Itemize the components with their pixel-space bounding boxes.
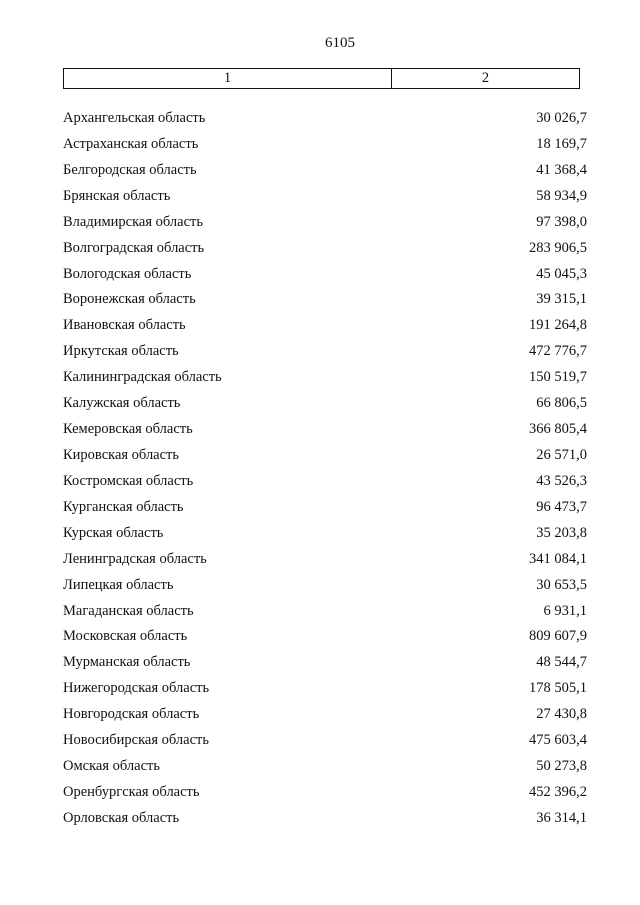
region-value: 191 264,8 — [529, 317, 587, 334]
region-name: Курская область — [63, 524, 164, 541]
table-row: Калужская область 66 806,5 — [63, 393, 587, 419]
table-row: Новосибирская область 475 603,4 — [63, 730, 587, 756]
region-name: Орловская область — [63, 809, 180, 826]
table-row: Новгородская область 27 430,8 — [63, 704, 587, 730]
region-name: Кировская область — [63, 446, 180, 463]
region-value: 35 203,8 — [536, 524, 587, 541]
region-name: Белгородская область — [63, 161, 197, 178]
region-value: 178 505,1 — [529, 680, 587, 697]
column-header-1: 1 — [64, 69, 392, 88]
region-value: 341 084,1 — [529, 550, 587, 567]
table-body: Архангельская область 30 026,7 Астраханска… — [63, 108, 587, 834]
region-value: 27 430,8 — [536, 706, 587, 723]
table-row: Брянская область 58 934,9 — [63, 186, 587, 212]
region-value: 43 526,3 — [536, 472, 587, 489]
table-row: Оренбургская область 452 396,2 — [63, 782, 587, 808]
region-value: 50 273,8 — [536, 758, 587, 775]
region-name: Ленинградская область — [63, 550, 207, 567]
table-row: Липецкая область 30 653,5 — [63, 575, 587, 601]
region-value: 45 045,3 — [536, 265, 587, 282]
region-value: 41 368,4 — [536, 161, 587, 178]
region-value: 58 934,9 — [536, 187, 587, 204]
region-name: Астраханская область — [63, 135, 199, 152]
region-value: 30 026,7 — [536, 110, 587, 126]
region-value: 18 169,7 — [536, 135, 587, 152]
table-row: Нижегородская область 178 505,1 — [63, 678, 587, 704]
region-name: Московская область — [63, 628, 188, 645]
region-value: 48 544,7 — [536, 654, 587, 671]
table-row: Вологодская область 45 045,3 — [63, 264, 587, 290]
region-name: Костромская область — [63, 472, 194, 489]
region-name: Липецкая область — [63, 576, 174, 593]
table-row: Ленинградская область 341 084,1 — [63, 549, 587, 575]
region-name: Калининградская область — [63, 369, 222, 386]
region-name: Ивановская область — [63, 317, 186, 334]
region-name: Мурманская область — [63, 654, 191, 671]
table-row: Кировская область 26 571,0 — [63, 445, 587, 471]
region-name: Волгоградская область — [63, 239, 205, 256]
region-name: Новосибирская область — [63, 732, 209, 749]
region-value: 475 603,4 — [529, 732, 587, 749]
region-value: 96 473,7 — [536, 498, 587, 515]
region-name: Брянская область — [63, 187, 171, 204]
column-header-2: 2 — [481, 70, 490, 86]
region-name: Воронежская область — [63, 291, 196, 308]
table-row: Курганская область 96 473,7 — [63, 497, 587, 523]
page-number: 6105 — [325, 35, 355, 51]
table-row: Кемеровская область 366 805,4 — [63, 419, 587, 445]
table-row: Магаданская область 6 931,1 — [63, 601, 587, 627]
region-name: Оренбургская область — [63, 783, 200, 800]
table-row: Курская область 35 203,8 — [63, 523, 587, 549]
region-value: 809 607,9 — [529, 628, 587, 645]
region-value: 26 571,0 — [536, 446, 587, 463]
region-name: Калужская область — [63, 395, 181, 412]
region-value: 39 315,1 — [536, 291, 587, 308]
region-name: Иркутская область — [63, 343, 179, 360]
region-name: Магаданская область — [63, 602, 194, 619]
table-row: Орловская область 36 314,1 — [63, 808, 587, 834]
region-value: 472 776,7 — [529, 343, 587, 360]
table-row: Воронежская область 39 315,1 — [63, 289, 587, 315]
region-name: Нижегородская область — [63, 680, 210, 697]
table-row: Архангельская область 30 026,7 — [63, 108, 587, 134]
region-value: 366 805,4 — [529, 421, 587, 438]
region-value: 6 931,1 — [543, 602, 588, 619]
region-value: 97 398,0 — [536, 213, 587, 230]
region-name: Новгородская область — [63, 706, 200, 723]
region-name: Омская область — [63, 758, 160, 775]
table-row: Калининградская область 150 519,7 — [63, 367, 587, 393]
table-row: Московская область 809 607,9 — [63, 626, 587, 652]
table-row: Костромская область 43 526,3 — [63, 471, 587, 497]
region-name: Кемеровская область — [63, 421, 193, 438]
table-row: Волгоградская область 283 906,5 — [63, 238, 587, 264]
region-value: 283 906,5 — [529, 239, 587, 256]
region-value: 30 653,5 — [536, 576, 587, 593]
region-name: Архангельская область — [63, 110, 206, 126]
table-row: Астраханская область 18 169,7 — [63, 134, 587, 160]
table-row: Владимирская область 97 398,0 — [63, 212, 587, 238]
region-value: 66 806,5 — [536, 395, 587, 412]
region-name: Курганская область — [63, 498, 184, 515]
region-value: 36 314,1 — [536, 809, 587, 826]
region-value: 452 396,2 — [529, 783, 587, 800]
table-header: 1 2 — [63, 68, 580, 89]
table-row: Ивановская область 191 264,8 — [63, 315, 587, 341]
table-row: Мурманская область 48 544,7 — [63, 652, 587, 678]
region-name: Владимирская область — [63, 213, 203, 230]
table-row: Белгородская область 41 368,4 — [63, 160, 587, 186]
region-name: Вологодская область — [63, 265, 192, 282]
table-row: Омская область 50 273,8 — [63, 756, 587, 782]
table-row: Иркутская область 472 776,7 — [63, 341, 587, 367]
region-value: 150 519,7 — [529, 369, 587, 386]
